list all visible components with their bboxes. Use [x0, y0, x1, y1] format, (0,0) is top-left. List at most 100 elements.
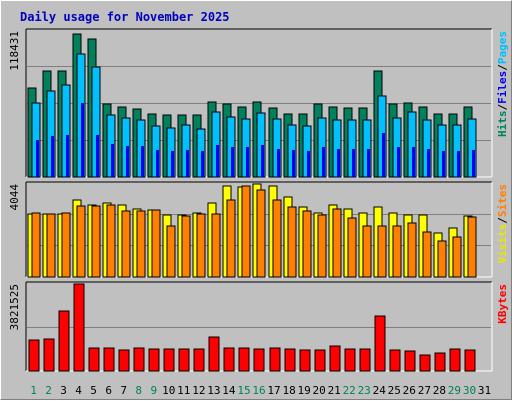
bar-kbytes [314, 349, 326, 372]
legend-entry: Visits [496, 224, 509, 264]
bar-files [397, 147, 400, 177]
legend-label: Hits/Files/Pages [496, 31, 509, 137]
bar-kbytes [238, 347, 250, 372]
bar-sites [136, 210, 146, 278]
bar-files [367, 149, 370, 177]
bar-sites [241, 185, 251, 278]
x-tick-label: 11 [177, 384, 190, 397]
x-tick-label: 23 [358, 384, 371, 397]
bar-kbytes [103, 347, 115, 372]
bar-files [81, 103, 84, 177]
bar-kbytes [148, 348, 160, 372]
bar-kbytes [178, 348, 190, 372]
bar-kbytes [359, 348, 371, 372]
bar-files [216, 145, 219, 177]
x-tick-label: 3 [60, 384, 67, 397]
bar-files [322, 147, 325, 177]
x-tick-label: 29 [448, 384, 461, 397]
x-tick-label: 2 [45, 384, 52, 397]
bar-kbytes [449, 348, 461, 372]
bar-kbytes [389, 349, 401, 372]
bar-files [231, 147, 234, 177]
x-tick-label: 27 [418, 384, 431, 397]
bar-kbytes [284, 348, 296, 372]
bar-sites [467, 216, 477, 278]
legend-entry: KBytes [496, 284, 509, 324]
bar-sites [151, 209, 161, 278]
bar-kbytes [163, 348, 175, 372]
x-tick-label: 7 [120, 384, 127, 397]
bar-sites [256, 189, 266, 278]
bar-files [457, 151, 460, 177]
legend-label: KBytes [496, 284, 509, 324]
bar-sites [166, 225, 176, 278]
bar-kbytes [404, 350, 416, 372]
bar-kbytes [28, 339, 40, 372]
legend-entry: Hits [496, 111, 509, 138]
bar-kbytes [434, 352, 446, 372]
x-tick-label: 5 [90, 384, 97, 397]
x-tick-label: 25 [388, 384, 401, 397]
bar-sites [362, 225, 372, 278]
legend-entry: / [496, 217, 509, 224]
x-tick-label: 1 [30, 384, 37, 397]
x-tick-label: 10 [162, 384, 175, 397]
x-tick-label: 6 [105, 384, 112, 397]
legend-entry: / [496, 104, 509, 111]
bar-kbytes [118, 349, 130, 372]
bar-kbytes [73, 283, 85, 372]
bar-sites [61, 212, 71, 278]
bar-sites [46, 213, 56, 278]
x-tick-label: 12 [192, 384, 205, 397]
bar-kbytes [208, 336, 220, 372]
y-max-label: 3821525 [8, 284, 21, 330]
x-tick-label: 28 [433, 384, 446, 397]
bar-kbytes [299, 349, 311, 372]
bar-sites [407, 222, 417, 278]
bar-sites [106, 204, 116, 278]
bar-files [51, 136, 54, 177]
legend-entry: / [496, 64, 509, 71]
bar-kbytes [329, 345, 341, 372]
x-tick-label: 8 [135, 384, 142, 397]
panel-kbytes: 3821525 KBytes [8, 281, 509, 372]
x-tick-label: 26 [403, 384, 416, 397]
legend-entry: Pages [496, 31, 509, 64]
legend-entry: Files [496, 71, 509, 104]
bar-kbytes [374, 315, 386, 372]
legend-label: Visits/Sites [496, 184, 509, 264]
bar-kbytes [464, 349, 476, 372]
x-tick-label: 17 [267, 384, 280, 397]
x-tick-label: 18 [282, 384, 295, 397]
y-max-label: 118431 [8, 31, 21, 71]
bar-sites [452, 236, 462, 278]
bar-sites [196, 213, 206, 278]
bar-kbytes [253, 348, 265, 372]
x-tick-label: 24 [373, 384, 387, 397]
bar-files [412, 147, 415, 177]
bar-sites [226, 199, 236, 278]
x-tick-label: 30 [463, 384, 476, 397]
bar-sites [272, 199, 282, 278]
bar-files [36, 140, 39, 177]
bar-sites [31, 212, 41, 278]
x-tick-label: 9 [150, 384, 157, 397]
bar-sites [422, 231, 432, 278]
bar-files [246, 147, 249, 177]
bar-files [111, 144, 114, 177]
x-tick-label: 19 [297, 384, 310, 397]
bar-sites [332, 208, 342, 278]
bar-sites [392, 225, 402, 278]
bar-kbytes [223, 347, 235, 372]
bar-sites [76, 205, 86, 278]
bar-files [382, 133, 385, 177]
x-tick-label: 31 [478, 384, 491, 397]
bar-sites [347, 217, 357, 278]
bar-kbytes [133, 347, 145, 372]
bar-files [156, 150, 159, 177]
chart-title: Daily usage for November 2025 [20, 10, 230, 24]
bar-files [201, 151, 204, 177]
bar-files [292, 150, 295, 177]
